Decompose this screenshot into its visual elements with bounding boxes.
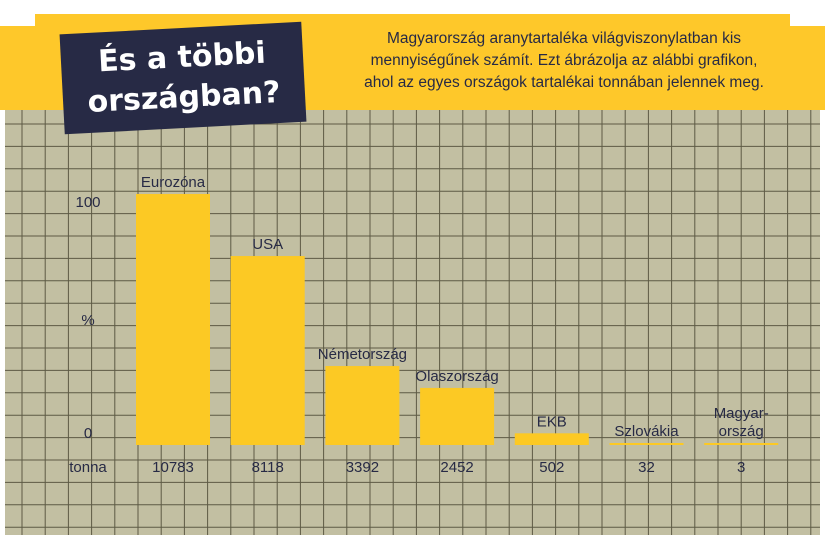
bar	[230, 256, 305, 445]
bar	[704, 443, 779, 445]
value-row-label: tonna	[69, 459, 107, 476]
intro-line-1: Magyarország aranytartaléka világviszony…	[386, 30, 742, 47]
category-label: Németország	[318, 346, 407, 363]
intro-line-2: mennyiségűnek számít. Ezt ábrázolja az a…	[370, 52, 758, 69]
y-tick-100: 100	[75, 194, 100, 211]
axis-group: 100 % 0 tonna	[69, 194, 107, 476]
category-label: Olaszország	[415, 368, 498, 385]
category-label: Szlovákia	[614, 423, 679, 440]
value-label: 502	[539, 459, 564, 476]
bar	[609, 443, 684, 445]
bar	[514, 433, 589, 445]
intro-text: Magyarország aranytartaléka világviszony…	[322, 28, 806, 94]
page-title: És a többi országban?	[59, 21, 307, 135]
value-label: 3	[737, 459, 745, 476]
bars-group	[136, 194, 779, 445]
category-label: EKB	[537, 413, 567, 430]
intro-line-3: ahol az egyes országok tartalékai tonnáb…	[364, 74, 764, 91]
y-axis-label: %	[81, 312, 94, 329]
category-label: Eurozóna	[141, 174, 206, 191]
value-label: 32	[638, 459, 655, 476]
bar	[325, 366, 400, 445]
value-label: 8118	[252, 459, 284, 476]
bar	[420, 387, 495, 445]
y-tick-0: 0	[84, 425, 92, 442]
chart-panel	[5, 110, 820, 535]
category-labels: Eurozóna USA Németország Olaszország EKB Szlo…	[141, 174, 769, 440]
bar	[136, 194, 210, 445]
category-label: Magyar-ország	[714, 405, 769, 440]
category-label: USA	[252, 236, 283, 253]
value-labels: 10783 8118 3392 2452 502 32 3	[152, 459, 745, 476]
value-label: 3392	[346, 459, 379, 476]
value-label: 2452	[440, 459, 473, 476]
value-label: 10783	[152, 459, 194, 476]
